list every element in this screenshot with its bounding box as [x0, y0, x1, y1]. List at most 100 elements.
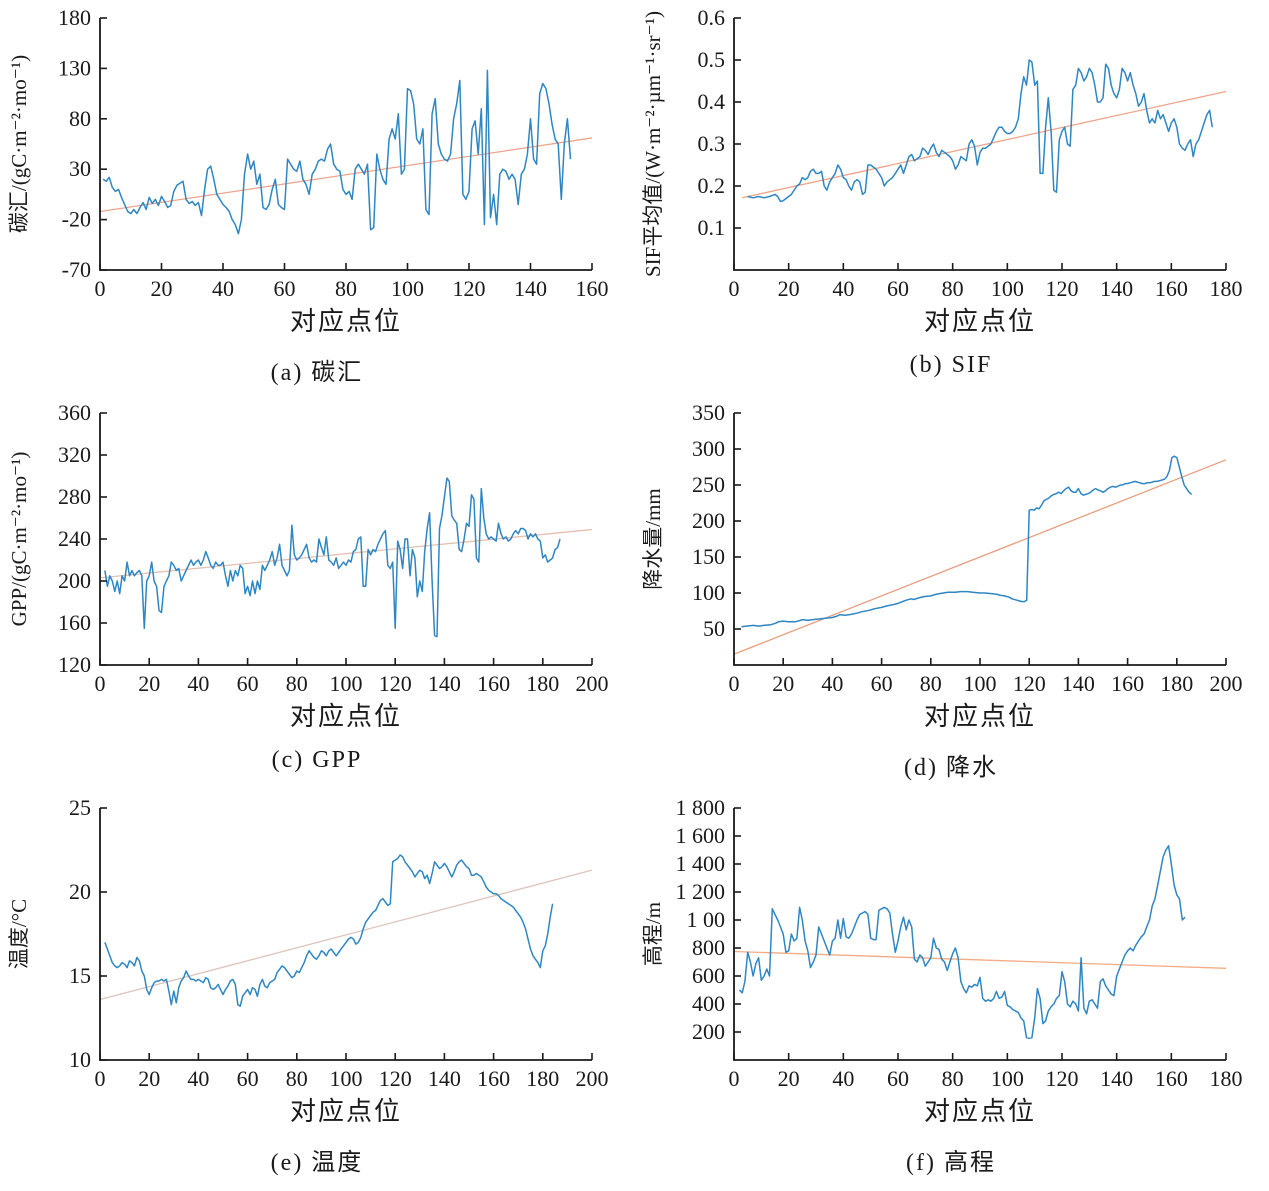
trend-line [742, 90, 1227, 199]
y-tick-label: 10 [69, 1047, 91, 1072]
x-axis-label: 对应点位 [290, 1097, 402, 1126]
x-tick-label: 160 [576, 276, 609, 301]
x-tick-label: 160 [477, 1066, 510, 1091]
x-tick-label: 40 [212, 276, 234, 301]
x-tick-label: 140 [1100, 276, 1133, 301]
x-tick-label: 60 [274, 276, 296, 301]
x-axis-label: 对应点位 [290, 307, 402, 336]
data-series [102, 69, 572, 235]
trend-line [99, 869, 593, 1001]
x-axis-label: 对应点位 [924, 307, 1036, 336]
y-tick-label: 320 [58, 442, 91, 467]
y-tick-label: 0.6 [698, 6, 726, 30]
x-tick-label: 80 [920, 671, 942, 696]
panel-a: 0 20 40 60 80 100 120 140 160 -70 -20 30 80 130 180 对应点… [0, 6, 634, 401]
x-tick-label: 160 [1155, 1066, 1188, 1091]
trend-line [99, 137, 593, 213]
x-tick-label: 60 [237, 671, 259, 696]
y-tick-label: 0.1 [698, 215, 726, 240]
caption-b: (b) SIF [909, 352, 993, 378]
x-tick-label: 0 [95, 276, 106, 301]
x-tick-label: 140 [428, 1066, 461, 1091]
x-tick-label: 0 [95, 671, 106, 696]
x-tick-label: 60 [871, 671, 893, 696]
data-series [747, 59, 1214, 203]
x-tick-label: 20 [772, 671, 794, 696]
x-tick-label: 100 [330, 671, 363, 696]
x-tick-label: 200 [576, 671, 609, 696]
y-tick-label: 800 [692, 935, 725, 960]
x-tick-label: 80 [286, 1066, 308, 1091]
x-tick-label: 160 [1155, 276, 1188, 301]
y-tick-label: 350 [692, 401, 725, 425]
x-tick-label: 180 [1210, 276, 1243, 301]
x-tick-label: 180 [1210, 1066, 1243, 1091]
y-tick-label: 200 [692, 1019, 725, 1044]
axes-spines [99, 808, 592, 1061]
caption-c: (c) GPP [271, 747, 363, 773]
x-tick-label: 100 [991, 1066, 1024, 1091]
caption-d: (d) 降水 [904, 755, 998, 781]
x-tick-label: 80 [942, 1066, 964, 1091]
y-tick-label: 80 [69, 106, 91, 131]
y-tick-label: 1 00 [687, 907, 726, 932]
y-tick-label: -70 [62, 257, 91, 282]
x-tick-label: 60 [237, 1066, 259, 1091]
y-axis-label: GPP/(gC·m⁻²·mo⁻¹) [7, 452, 31, 627]
y-tick-label: 160 [58, 610, 91, 635]
axes-spines [733, 808, 1226, 1061]
x-tick-label: 120 [379, 1066, 412, 1091]
x-tick-label: 180 [526, 671, 559, 696]
x-tick-label: 120 [1046, 276, 1079, 301]
x-tick-label: 80 [942, 276, 964, 301]
x-tick-label: 120 [1046, 1066, 1079, 1091]
x-tick-label: 0 [729, 1066, 740, 1091]
y-tick-label: 0.3 [698, 131, 726, 156]
y-tick-label: 15 [69, 963, 91, 988]
x-tick-label: 120 [1013, 671, 1046, 696]
x-tick-label: 0 [729, 276, 740, 301]
y-tick-label: 30 [69, 156, 91, 181]
y-tick-label: 1 600 [676, 823, 726, 848]
chart-precipitation: 0 20 40 60 80 100 120 140 160 180 200 50 100 150 200 25… [641, 401, 1243, 731]
x-tick-label: 160 [477, 671, 510, 696]
y-tick-label: 600 [692, 963, 725, 988]
x-tick-label: 120 [453, 276, 486, 301]
x-tick-label: 60 [887, 1066, 909, 1091]
data-series [741, 455, 1193, 628]
x-tick-label: 0 [95, 1066, 106, 1091]
x-tick-label: 140 [1100, 1066, 1133, 1091]
x-tick-label: 140 [1062, 671, 1095, 696]
x-tick-label: 80 [335, 276, 357, 301]
axes-spines [99, 413, 592, 666]
panel-f: 0 20 40 60 80 100 120 140 160 180 200 400 600 800 1 00… [634, 796, 1268, 1191]
x-tick-label: 40 [832, 276, 854, 301]
y-tick-label: -20 [62, 207, 91, 232]
data-series [104, 477, 561, 638]
y-tick-label: 1 200 [676, 879, 726, 904]
x-tick-label: 0 [729, 671, 740, 696]
y-tick-label: 1 400 [676, 851, 726, 876]
data-series [104, 854, 554, 1007]
y-tick-label: 100 [692, 580, 725, 605]
y-tick-label: 0.2 [698, 173, 726, 198]
y-tick-label: 360 [58, 401, 91, 425]
panel-b: 0 20 40 60 80 100 120 140 160 180 0.1 0.2 0.3 0.4 0.5 0… [634, 6, 1268, 401]
y-tick-label: 280 [58, 484, 91, 509]
x-tick-label: 160 [1111, 671, 1144, 696]
x-tick-label: 60 [887, 276, 909, 301]
x-tick-label: 100 [964, 671, 997, 696]
axes-spines [99, 18, 592, 271]
axes-spines [733, 18, 1226, 271]
y-axis-label: 碳汇/(gC·m⁻²·mo⁻¹) [7, 55, 31, 233]
x-tick-label: 100 [330, 1066, 363, 1091]
chart-elevation: 0 20 40 60 80 100 120 140 160 180 200 400 600 800 1 00… [641, 796, 1243, 1126]
x-tick-label: 20 [138, 1066, 160, 1091]
trend-line [733, 459, 1227, 655]
y-axis-label: 降水量/mm [641, 488, 665, 590]
x-tick-label: 140 [514, 276, 547, 301]
x-tick-label: 120 [379, 671, 412, 696]
x-tick-label: 100 [391, 276, 424, 301]
y-tick-label: 120 [58, 652, 91, 677]
